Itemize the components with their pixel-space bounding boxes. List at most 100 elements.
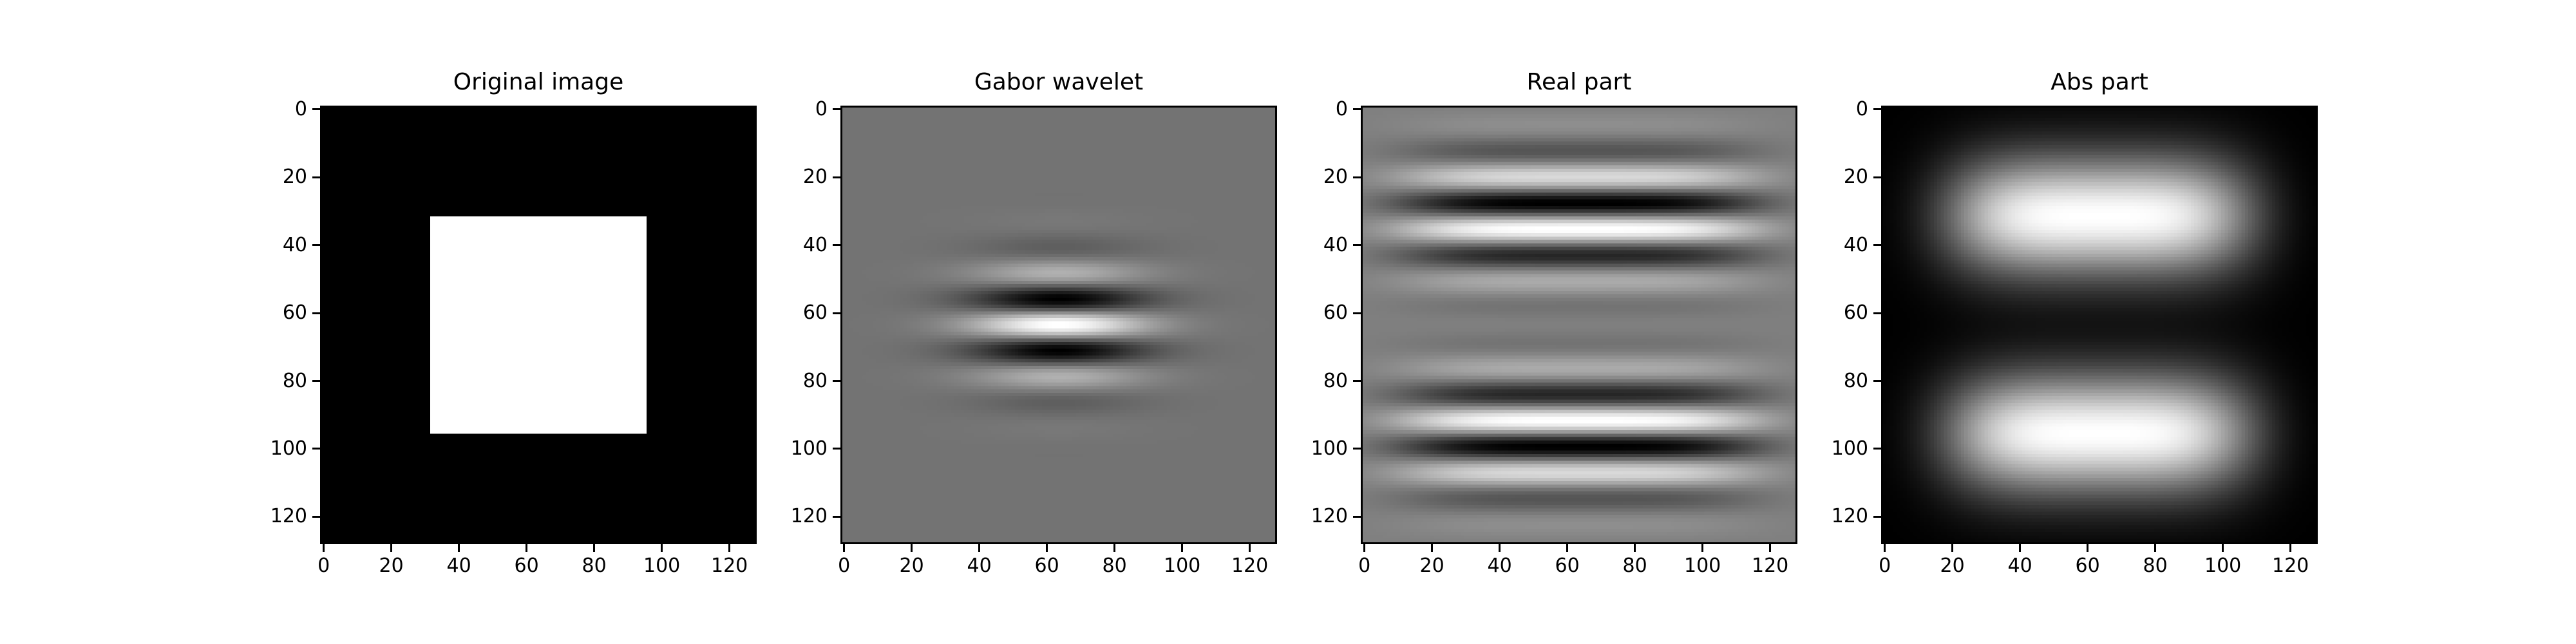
x-tick-label: 20 — [1419, 554, 1444, 577]
x-tick-mark — [2222, 544, 2224, 552]
subplot-title: Gabor wavelet — [974, 69, 1144, 95]
y-tick-label: 80 — [802, 369, 828, 392]
x-tick-label: 80 — [2143, 554, 2168, 577]
x-tick-label: 100 — [1683, 554, 1721, 577]
x-tick-mark — [1249, 544, 1251, 552]
y-tick-mark — [833, 515, 840, 518]
y-tick-label: 120 — [1311, 505, 1348, 528]
heatmap-real-part — [1363, 108, 1795, 542]
y-tick-label: 40 — [802, 233, 828, 256]
y-tick-label: 0 — [294, 97, 307, 120]
subplot-title: Original image — [453, 69, 624, 95]
y-tick-mark — [1873, 244, 1881, 247]
y-tick-mark — [1353, 380, 1361, 382]
y-tick-label: 120 — [790, 505, 828, 528]
y-tick-label: 0 — [1855, 97, 1868, 120]
x-tick-mark — [1113, 544, 1116, 552]
y-tick-mark — [312, 244, 320, 247]
subplot-title: Real part — [1526, 69, 1632, 95]
axes-abs-part — [1881, 106, 2318, 544]
y-tick-label: 40 — [1323, 233, 1348, 256]
y-tick-mark — [312, 380, 320, 382]
x-tick-mark — [978, 544, 981, 552]
axes-original-image — [320, 106, 757, 544]
y-tick-label: 60 — [282, 301, 307, 325]
y-tick-label: 40 — [282, 233, 307, 256]
y-tick-mark — [1873, 176, 1881, 178]
y-tick-label: 0 — [1335, 97, 1348, 120]
x-tick-label: 40 — [1487, 554, 1512, 577]
subplot-title: Abs part — [2050, 69, 2148, 95]
x-tick-label: 20 — [899, 554, 924, 577]
x-tick-label: 0 — [317, 554, 330, 577]
x-tick-label: 120 — [2271, 554, 2309, 577]
heatmap-abs-part — [1883, 108, 2316, 542]
y-tick-mark — [312, 312, 320, 314]
x-tick-mark — [1499, 544, 1501, 552]
x-tick-label: 120 — [710, 554, 748, 577]
y-tick-mark — [833, 176, 840, 178]
x-tick-mark — [1363, 544, 1366, 552]
x-tick-mark — [911, 544, 913, 552]
axes-real-part — [1361, 106, 1797, 544]
x-tick-label: 0 — [838, 554, 851, 577]
y-tick-mark — [1873, 312, 1881, 314]
subplot-gabor-wavelet: Gabor wavelet 0 20 40 60 80 100 120 0 20 40 60 80 10… — [791, 0, 1277, 644]
y-tick-mark — [312, 108, 320, 111]
y-tick-label: 100 — [790, 437, 828, 460]
x-tick-label: 100 — [2204, 554, 2242, 577]
x-tick-mark — [661, 544, 663, 552]
x-tick-label: 60 — [514, 554, 539, 577]
x-tick-mark — [1634, 544, 1636, 552]
x-tick-mark — [593, 544, 596, 552]
x-tick-mark — [1951, 544, 1954, 552]
y-tick-mark — [1353, 176, 1361, 178]
y-tick-label: 80 — [282, 369, 307, 392]
y-tick-label: 20 — [802, 166, 828, 189]
x-tick-label: 120 — [1231, 554, 1269, 577]
x-tick-mark — [2289, 544, 2292, 552]
x-tick-label: 80 — [1622, 554, 1647, 577]
x-tick-label: 0 — [1879, 554, 1891, 577]
x-tick-mark — [526, 544, 528, 552]
y-tick-mark — [1873, 515, 1881, 518]
y-tick-mark — [1353, 108, 1361, 111]
x-tick-mark — [1046, 544, 1048, 552]
y-tick-label: 60 — [802, 301, 828, 325]
x-tick-mark — [390, 544, 393, 552]
y-tick-label: 80 — [1323, 369, 1348, 392]
y-tick-mark — [833, 380, 840, 382]
x-tick-mark — [1701, 544, 1704, 552]
y-tick-label: 60 — [1323, 301, 1348, 325]
x-tick-label: 100 — [643, 554, 681, 577]
y-tick-label: 100 — [1311, 437, 1348, 460]
y-tick-label: 20 — [1843, 166, 1868, 189]
y-tick-mark — [833, 312, 840, 314]
y-tick-mark — [1353, 515, 1361, 518]
x-tick-label: 60 — [1034, 554, 1059, 577]
subplot-real-part: Real part 0 20 40 60 80 100 120 0 20 40 60 80 100 120 — [1311, 0, 1797, 644]
x-tick-label: 40 — [446, 554, 471, 577]
y-tick-mark — [312, 176, 320, 178]
x-tick-label: 20 — [379, 554, 404, 577]
y-tick-mark — [1353, 448, 1361, 450]
x-tick-label: 40 — [2007, 554, 2032, 577]
x-tick-mark — [728, 544, 731, 552]
y-tick-mark — [1873, 448, 1881, 450]
y-tick-mark — [1353, 244, 1361, 247]
x-tick-mark — [2087, 544, 2089, 552]
subplot-original-image: Original image 0 20 40 60 80 100 120 0 20 40 60 80 1… — [270, 0, 757, 644]
y-tick-mark — [833, 108, 840, 111]
heatmap-gabor-wavelet — [842, 108, 1275, 542]
y-tick-label: 0 — [815, 97, 828, 120]
x-tick-mark — [843, 544, 846, 552]
x-tick-label: 80 — [1102, 554, 1127, 577]
x-tick-label: 100 — [1163, 554, 1201, 577]
y-tick-mark — [833, 448, 840, 450]
x-tick-label: 80 — [582, 554, 607, 577]
y-tick-label: 120 — [270, 505, 307, 528]
x-tick-mark — [1769, 544, 1772, 552]
x-tick-mark — [1431, 544, 1434, 552]
x-tick-label: 0 — [1358, 554, 1371, 577]
